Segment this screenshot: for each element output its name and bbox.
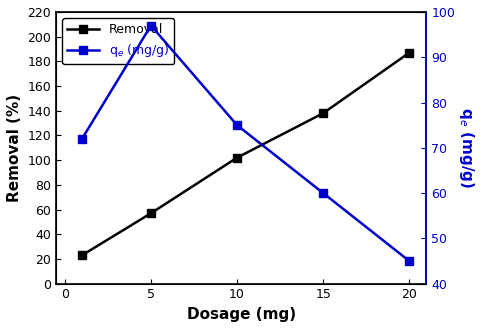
Removal <box>320 111 326 115</box>
q$_e$ (mg/g) <box>79 137 85 141</box>
Y-axis label: q$_e$ (mg/g): q$_e$ (mg/g) <box>457 107 476 189</box>
Removal <box>148 211 154 215</box>
q$_e$ (mg/g) <box>234 123 240 127</box>
q$_e$ (mg/g) <box>320 191 326 195</box>
Legend: Removal, q$_e$ (mg/g): Removal, q$_e$ (mg/g) <box>62 18 174 64</box>
Removal <box>79 253 85 257</box>
Removal <box>234 156 240 160</box>
Removal <box>406 51 412 55</box>
Line: q$_e$ (mg/g): q$_e$ (mg/g) <box>78 21 413 265</box>
Line: Removal: Removal <box>78 49 413 259</box>
q$_e$ (mg/g) <box>406 259 412 263</box>
X-axis label: Dosage (mg): Dosage (mg) <box>187 307 296 322</box>
Y-axis label: Removal (%): Removal (%) <box>7 94 22 202</box>
q$_e$ (mg/g) <box>148 24 154 28</box>
